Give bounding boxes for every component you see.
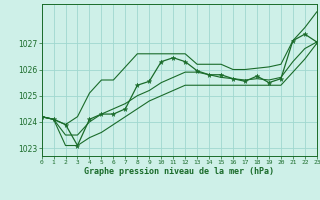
X-axis label: Graphe pression niveau de la mer (hPa): Graphe pression niveau de la mer (hPa) (84, 167, 274, 176)
